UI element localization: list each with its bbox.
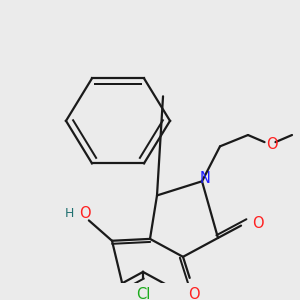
Text: O: O: [188, 287, 200, 300]
Text: O: O: [266, 137, 278, 152]
Text: O: O: [252, 216, 264, 231]
Text: N: N: [200, 171, 210, 186]
Text: H: H: [64, 207, 74, 220]
Text: O: O: [79, 206, 91, 221]
Text: Cl: Cl: [136, 287, 150, 300]
